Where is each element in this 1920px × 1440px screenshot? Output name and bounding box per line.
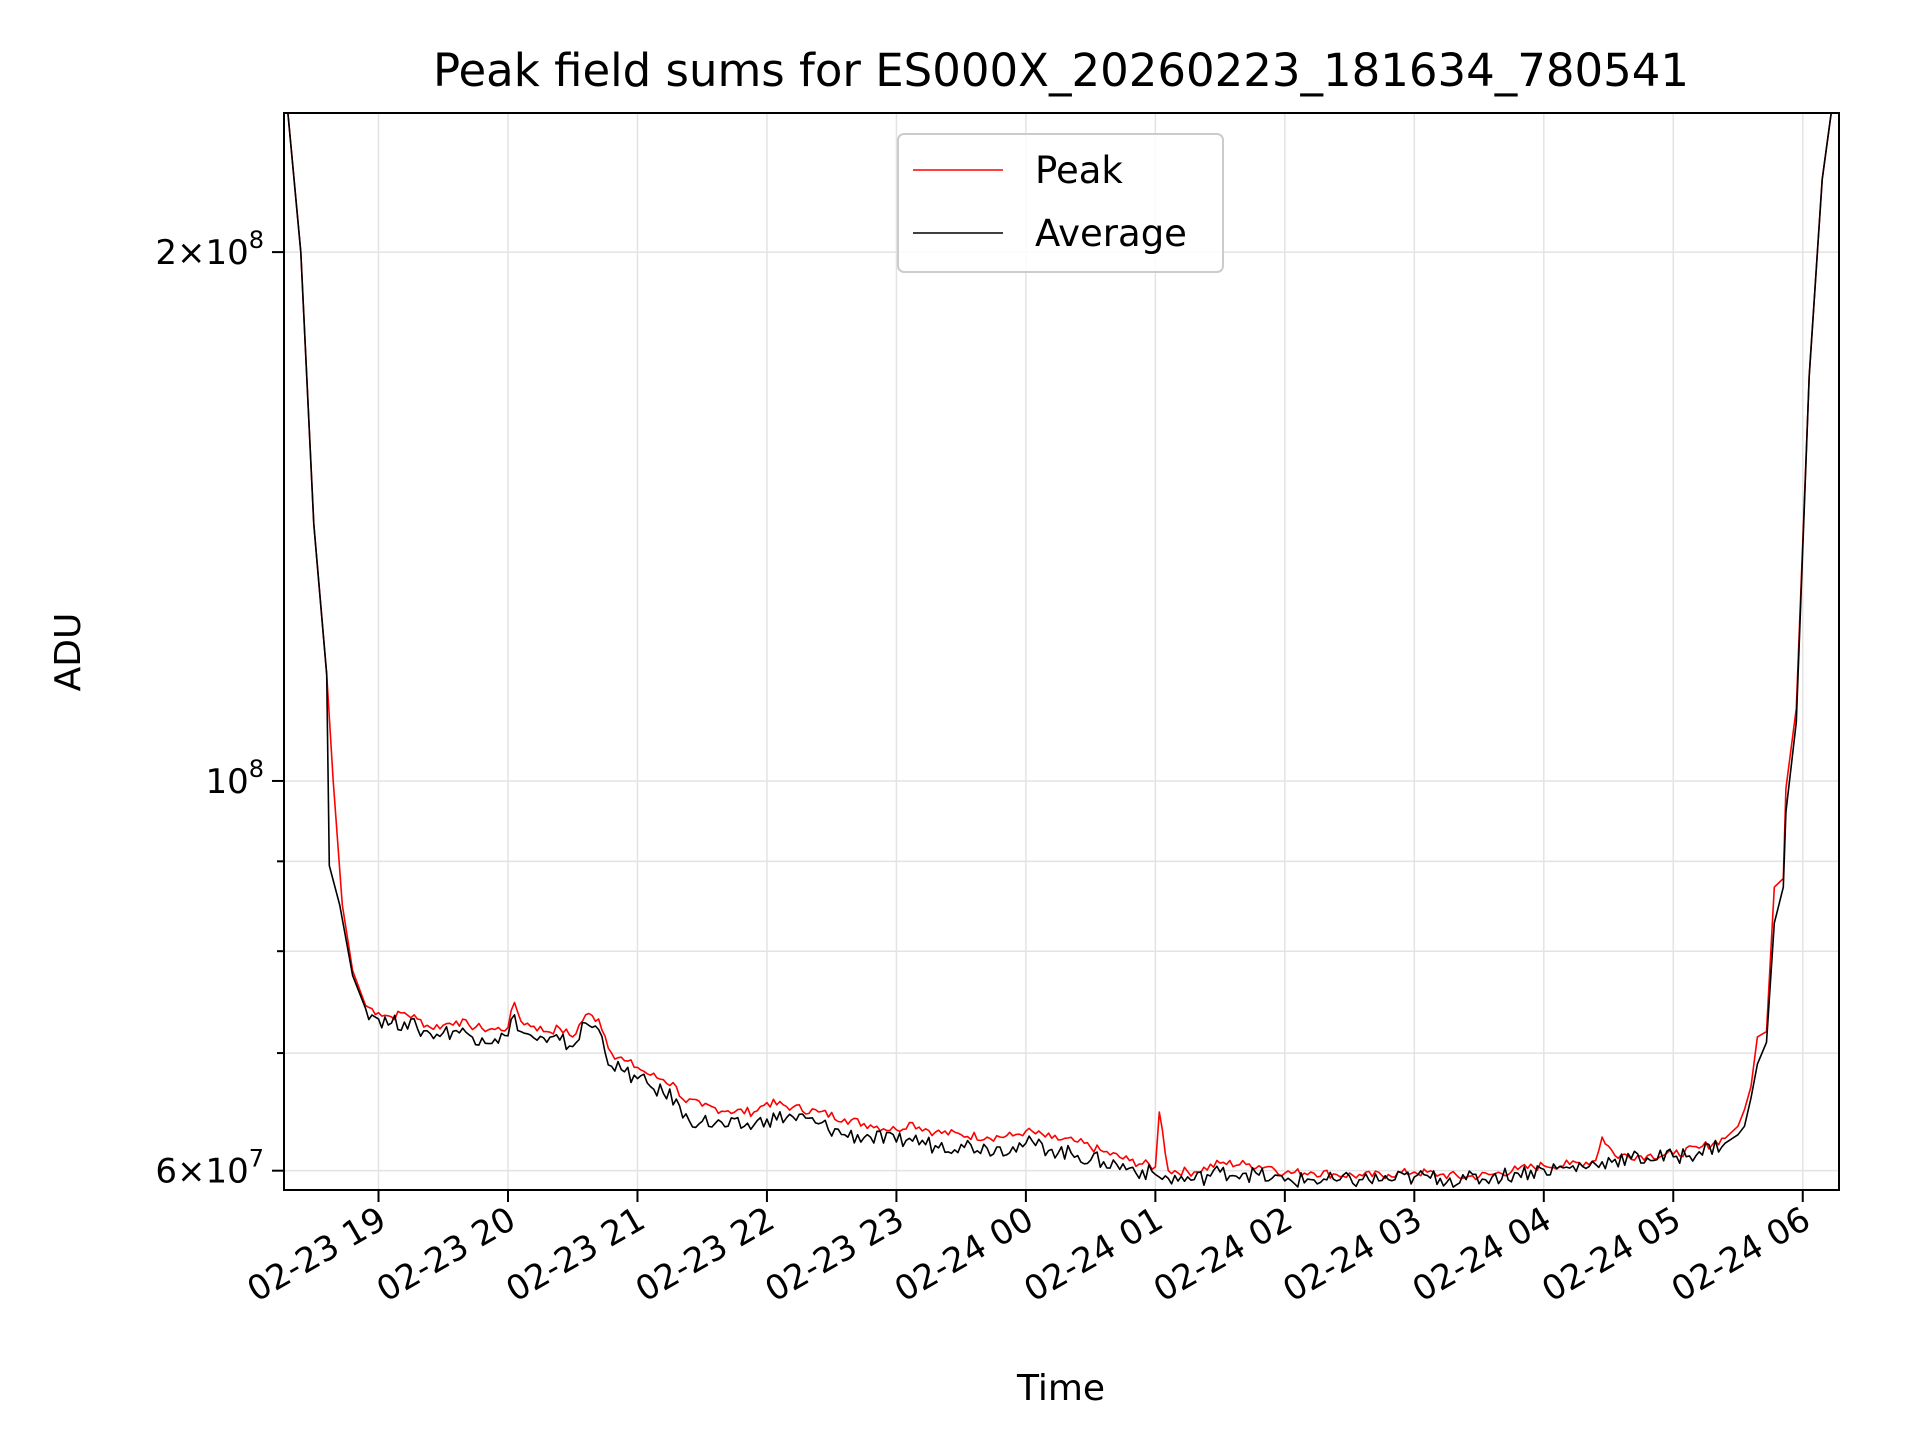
y-axis: 6×107 108 2×108 [155, 226, 284, 1192]
y-tick-label: 108 [205, 755, 264, 802]
legend-box [897, 133, 1224, 273]
legend: Peak Average [897, 133, 1224, 273]
x-axis-label: Time [1016, 1368, 1105, 1409]
y-tick-label: 2×108 [155, 226, 264, 273]
legend-label-average: Average [1035, 212, 1187, 255]
series-line-peak [287, 113, 1832, 1181]
y-axis-label: ADU [48, 613, 89, 692]
series-line-average [287, 113, 1832, 1188]
y-tick-label: 6×107 [155, 1145, 264, 1192]
chart-title: Peak field sums for ES000X_20260223_1816… [433, 44, 1689, 97]
series-group [287, 113, 1832, 1188]
plot-frame [283, 112, 1840, 1191]
legend-label-peak: Peak [1035, 149, 1123, 192]
